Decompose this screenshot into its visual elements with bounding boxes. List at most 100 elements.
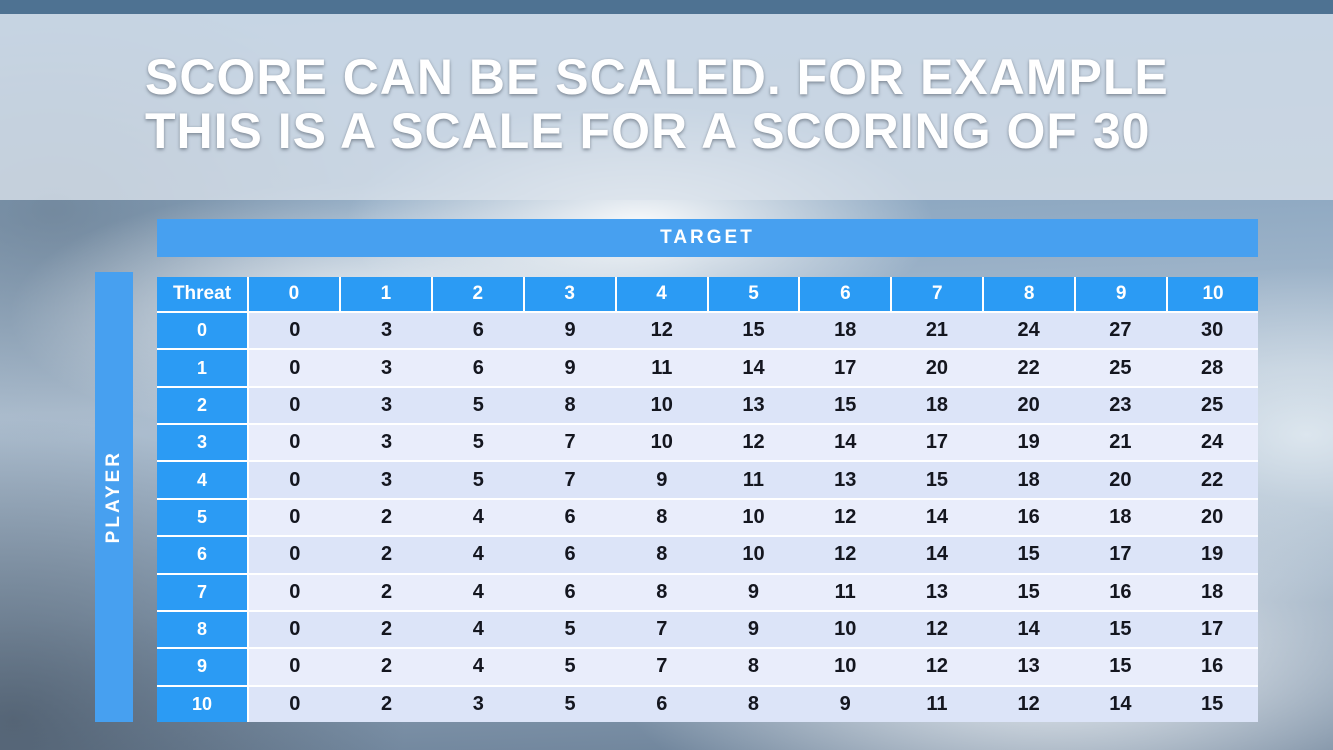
- score-cell-t6-c10: 19: [1201, 543, 1224, 566]
- score-cell-t8-c8: 14: [1017, 618, 1040, 641]
- score-cell-t4-c6: 13: [834, 468, 857, 491]
- row-header-5: 5: [157, 499, 247, 536]
- score-cell-t5-c1: 2: [381, 505, 393, 528]
- row-header-1: 1: [157, 350, 247, 386]
- score-cell-t3-c0: 0: [289, 431, 301, 454]
- score-cell-t7-c9: 16: [1109, 580, 1132, 603]
- score-cell-t6-c9: 17: [1109, 543, 1132, 566]
- score-cell-t3-c2: 5: [472, 431, 484, 454]
- score-cell-t2-c3: 8: [564, 393, 576, 416]
- score-cell-t4-c9: 20: [1109, 468, 1132, 491]
- score-cell-t1-c0: 0: [289, 356, 301, 379]
- score-cell-t9-c6: 10: [834, 655, 857, 678]
- row-band-8: 0 2 4 5 7 9 10 12 14 15 17: [249, 611, 1258, 648]
- score-cell-t4-c7: 15: [925, 468, 949, 491]
- score-cell-t10-c1: 2: [381, 692, 393, 715]
- score-cell-t6-c3: 6: [564, 543, 576, 566]
- score-cell-t9-c10: 16: [1201, 655, 1224, 678]
- score-cell-t2-c8: 20: [1017, 393, 1040, 416]
- score-cell-t0-c4: 12: [650, 319, 673, 342]
- score-cell-t3-c7: 17: [925, 431, 949, 454]
- column-header-6: 6: [800, 277, 891, 311]
- table-body: 0 0 3 6 9 12 15 18 21 24 27 30 1 0 3 6 9 11 14 17 20 22 25 28 2 0…: [157, 313, 1258, 722]
- score-cell-t9-c7: 12: [925, 655, 949, 678]
- score-cell-t2-c7: 18: [925, 393, 949, 416]
- score-cell-t0-c10: 30: [1201, 319, 1224, 342]
- score-cell-t5-c3: 6: [564, 505, 576, 528]
- score-cell-t3-c9: 21: [1109, 431, 1132, 454]
- score-cell-t9-c3: 5: [564, 655, 576, 678]
- score-cell-t10-c9: 14: [1109, 692, 1132, 715]
- row-band-4: 0 3 5 7 9 11 13 15 18 20 22: [249, 462, 1258, 498]
- score-cell-t4-c4: 9: [656, 468, 668, 491]
- score-cell-t5-c10: 20: [1201, 505, 1224, 528]
- score-cell-t3-c1: 3: [381, 431, 393, 454]
- score-cell-t5-c9: 18: [1109, 505, 1132, 528]
- score-cell-t6-c5: 10: [742, 543, 765, 566]
- target-axis-bar: TARGET: [157, 219, 1258, 257]
- score-cell-t5-c0: 0: [289, 505, 301, 528]
- target-axis-label: TARGET: [660, 227, 755, 248]
- row-header-8: 8: [157, 611, 247, 648]
- score-cell-t7-c5: 9: [747, 580, 760, 603]
- row-header-0: 0: [157, 313, 247, 349]
- score-cell-t2-c1: 3: [381, 393, 393, 416]
- corner-cell-threat: Threat: [157, 277, 247, 311]
- score-cell-t8-c1: 2: [381, 618, 393, 641]
- player-axis-bar: PLAYER: [95, 272, 133, 722]
- score-cell-t4-c5: 11: [742, 468, 765, 491]
- title-banner: SCORE CAN BE SCALED. FOR EXAMPLE THIS IS…: [0, 14, 1333, 200]
- score-cell-t1-c9: 25: [1109, 356, 1132, 379]
- row-header-4: 4: [157, 462, 247, 498]
- score-cell-t10-c0: 0: [289, 692, 301, 715]
- row-band-7: 0 2 4 6 8 9 11 13 15 16 18: [249, 574, 1258, 610]
- score-cell-t7-c10: 18: [1201, 580, 1224, 603]
- score-cell-t2-c9: 23: [1109, 393, 1132, 416]
- score-cell-t10-c4: 6: [656, 692, 668, 715]
- table-row-threat-10: 10 0 2 3 5 6 8 9 11 12 14 15: [157, 686, 1258, 722]
- score-cell-t0-c0: 0: [289, 319, 301, 342]
- score-cell-t3-c3: 7: [564, 431, 576, 454]
- score-cell-t1-c8: 22: [1017, 356, 1040, 379]
- score-cell-t2-c4: 10: [650, 393, 673, 416]
- score-cell-t0-c3: 9: [564, 319, 576, 342]
- score-cell-t5-c5: 10: [742, 505, 765, 528]
- score-cell-t1-c2: 6: [472, 356, 484, 379]
- column-header-2: 2: [432, 277, 523, 311]
- row-header-9: 9: [157, 649, 247, 685]
- score-cell-t9-c2: 4: [472, 655, 484, 678]
- column-header-8: 8: [984, 277, 1075, 311]
- row-band-6: 0 2 4 6 8 10 12 14 15 17 19: [249, 537, 1258, 573]
- score-cell-t0-c8: 24: [1017, 319, 1040, 342]
- table-row-threat-6: 6 0 2 4 6 8 10 12 14 15 17 19: [157, 537, 1258, 573]
- score-cell-t10-c5: 8: [747, 692, 760, 715]
- row-header-7: 7: [157, 574, 247, 610]
- table-header-row: Threat 0 1 2 3 4 5 6 7 8 9 10: [157, 277, 1258, 311]
- score-table: Threat 0 1 2 3 4 5 6 7 8 9 10 0 0 3 6 9 12 15 18 21 24 27 30 1 0…: [157, 277, 1258, 722]
- score-cell-t5-c2: 4: [472, 505, 484, 528]
- score-cell-t0-c5: 15: [742, 319, 765, 342]
- score-cell-t4-c3: 7: [564, 468, 576, 491]
- score-cell-t1-c4: 11: [651, 356, 673, 379]
- row-header-2: 2: [157, 387, 247, 424]
- row-band-9: 0 2 4 5 7 8 10 12 13 15 16: [249, 649, 1258, 685]
- score-cell-t8-c7: 12: [925, 618, 949, 641]
- score-cell-t4-c0: 0: [289, 468, 301, 491]
- score-cell-t7-c8: 15: [1017, 580, 1040, 603]
- score-cell-t7-c0: 0: [289, 580, 301, 603]
- score-cell-t8-c5: 9: [747, 618, 760, 641]
- score-cell-t9-c9: 15: [1109, 655, 1132, 678]
- score-cell-t2-c2: 5: [472, 393, 484, 416]
- score-cell-t10-c2: 3: [472, 692, 484, 715]
- row-header-10: 10: [157, 686, 247, 722]
- slide-title-line-2: THIS IS A SCALE FOR A SCORING OF 30: [145, 103, 1151, 159]
- score-cell-t6-c1: 2: [381, 543, 393, 566]
- score-cell-t5-c6: 12: [834, 505, 857, 528]
- score-cell-t4-c10: 22: [1201, 468, 1224, 491]
- score-cell-t3-c5: 12: [742, 431, 765, 454]
- score-cell-t3-c8: 19: [1017, 431, 1040, 454]
- score-cell-t1-c3: 9: [564, 356, 576, 379]
- score-cell-t9-c1: 2: [381, 655, 393, 678]
- score-cell-t8-c2: 4: [472, 618, 484, 641]
- score-cell-t1-c7: 20: [925, 356, 949, 379]
